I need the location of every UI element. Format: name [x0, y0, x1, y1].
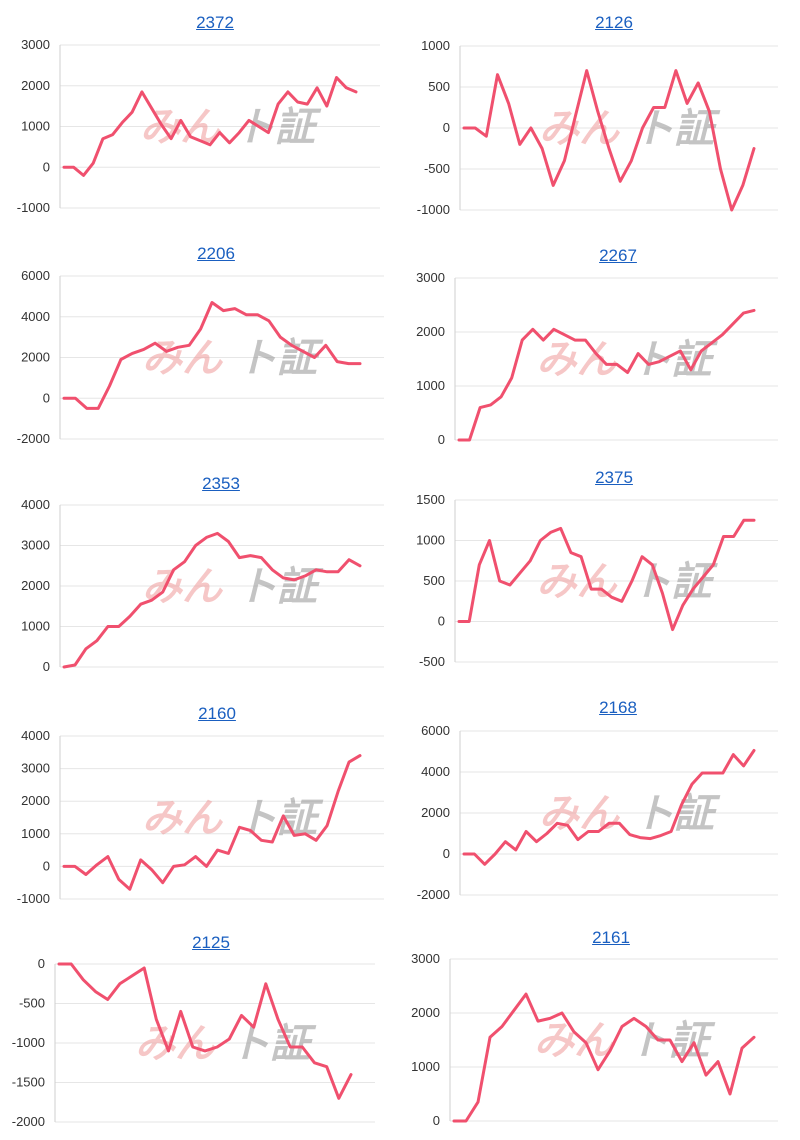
y-tick-label: 0 [43, 390, 50, 405]
y-tick-label: 1000 [416, 378, 445, 393]
watermark-logo: ト証 [632, 338, 719, 382]
watermark-logo: みん [142, 565, 224, 609]
chart-title-link[interactable]: 2125 [192, 933, 230, 952]
watermark-logo: みん [534, 1019, 616, 1063]
watermark-logo: ト証 [634, 792, 721, 836]
watermark-logo: みん [140, 106, 222, 150]
y-tick-label: 0 [43, 659, 50, 674]
y-tick-label: 2000 [21, 578, 50, 593]
watermark-logo: ト証 [237, 337, 324, 381]
y-tick-label: 3000 [21, 37, 50, 52]
y-tick-label: 0 [443, 120, 450, 135]
y-tick-label: 3000 [411, 951, 440, 966]
chart-title-link[interactable]: 2160 [198, 704, 236, 723]
watermark-logo: ト証 [237, 797, 324, 841]
y-tick-label: 1000 [411, 1059, 440, 1074]
watermark-logo: ト証 [235, 106, 322, 150]
watermark-logo: みん [142, 797, 224, 841]
watermark-logo: ト証 [629, 1019, 716, 1063]
y-tick-label: 1000 [21, 119, 50, 134]
y-tick-label: 1000 [21, 619, 50, 634]
series-line [57, 962, 353, 1100]
y-tick-label: 4000 [421, 764, 450, 779]
y-tick-label: 0 [438, 432, 445, 447]
series-line [62, 76, 358, 177]
y-tick-label: 1000 [416, 533, 445, 548]
y-tick-label: 2000 [411, 1005, 440, 1020]
y-tick-label: 0 [438, 614, 445, 629]
y-tick-label: 2000 [416, 324, 445, 339]
y-tick-label: 6000 [421, 723, 450, 738]
series-line [457, 308, 756, 442]
y-tick-label: 0 [43, 858, 50, 873]
y-tick-label: 0 [43, 159, 50, 174]
chart-title-link[interactable]: 2126 [595, 13, 633, 32]
y-tick-label: 1500 [416, 492, 445, 507]
chart-title-link[interactable]: 2372 [196, 13, 234, 32]
y-tick-label: -500 [424, 161, 450, 176]
y-tick-label: -2000 [17, 431, 50, 446]
chart-title-link[interactable]: 2375 [595, 468, 633, 487]
series-line [62, 531, 362, 669]
series-line [452, 992, 756, 1123]
y-tick-label: 6000 [21, 268, 50, 283]
series-line [462, 749, 756, 866]
series-line [457, 518, 756, 632]
series-line [462, 69, 756, 212]
y-tick-label: 0 [443, 846, 450, 861]
y-tick-label: -1500 [12, 1075, 45, 1090]
y-tick-label: 3000 [21, 538, 50, 553]
chart-title-link[interactable]: 2206 [197, 244, 235, 263]
chart-title-link[interactable]: 2161 [592, 928, 630, 947]
y-tick-label: 4000 [21, 728, 50, 743]
chart-title-link[interactable]: 2168 [599, 698, 637, 717]
watermark-logo: ト証 [632, 560, 719, 604]
y-tick-label: 2000 [21, 350, 50, 365]
series-line [62, 754, 362, 891]
y-tick-label: 0 [433, 1113, 440, 1128]
y-tick-label: 4000 [21, 497, 50, 512]
y-tick-label: -1000 [17, 200, 50, 215]
y-tick-label: 2000 [21, 793, 50, 808]
y-tick-label: -1000 [417, 202, 450, 217]
y-tick-label: -2000 [12, 1114, 45, 1129]
y-tick-label: 500 [423, 573, 445, 588]
y-tick-label: 3000 [416, 270, 445, 285]
y-tick-label: -1000 [17, 891, 50, 906]
y-tick-label: 0 [38, 956, 45, 971]
y-tick-label: 1000 [21, 826, 50, 841]
watermark-logo: ト証 [230, 1022, 317, 1066]
watermark-logo: みん [539, 792, 621, 836]
y-tick-label: 1000 [421, 38, 450, 53]
watermark-logo: みん [537, 338, 619, 382]
chart-title-link[interactable]: 2353 [202, 474, 240, 493]
y-tick-label: 4000 [21, 309, 50, 324]
y-tick-label: 500 [428, 79, 450, 94]
chart-title-link[interactable]: 2267 [599, 246, 637, 265]
watermark-logo: みん [537, 560, 619, 604]
y-tick-label: -500 [19, 996, 45, 1011]
y-tick-label: 3000 [21, 761, 50, 776]
watermark-logo: みん [135, 1022, 217, 1066]
watermark-logo: ト証 [634, 107, 721, 151]
y-tick-label: -500 [419, 654, 445, 669]
y-tick-label: 2000 [21, 78, 50, 93]
y-tick-label: 2000 [421, 805, 450, 820]
watermark-logo: みん [539, 107, 621, 151]
watermark-logo: ト証 [237, 565, 324, 609]
y-tick-label: -2000 [417, 887, 450, 902]
y-tick-label: -1000 [12, 1035, 45, 1050]
watermark-logo: みん [142, 337, 224, 381]
series-line [62, 301, 362, 410]
